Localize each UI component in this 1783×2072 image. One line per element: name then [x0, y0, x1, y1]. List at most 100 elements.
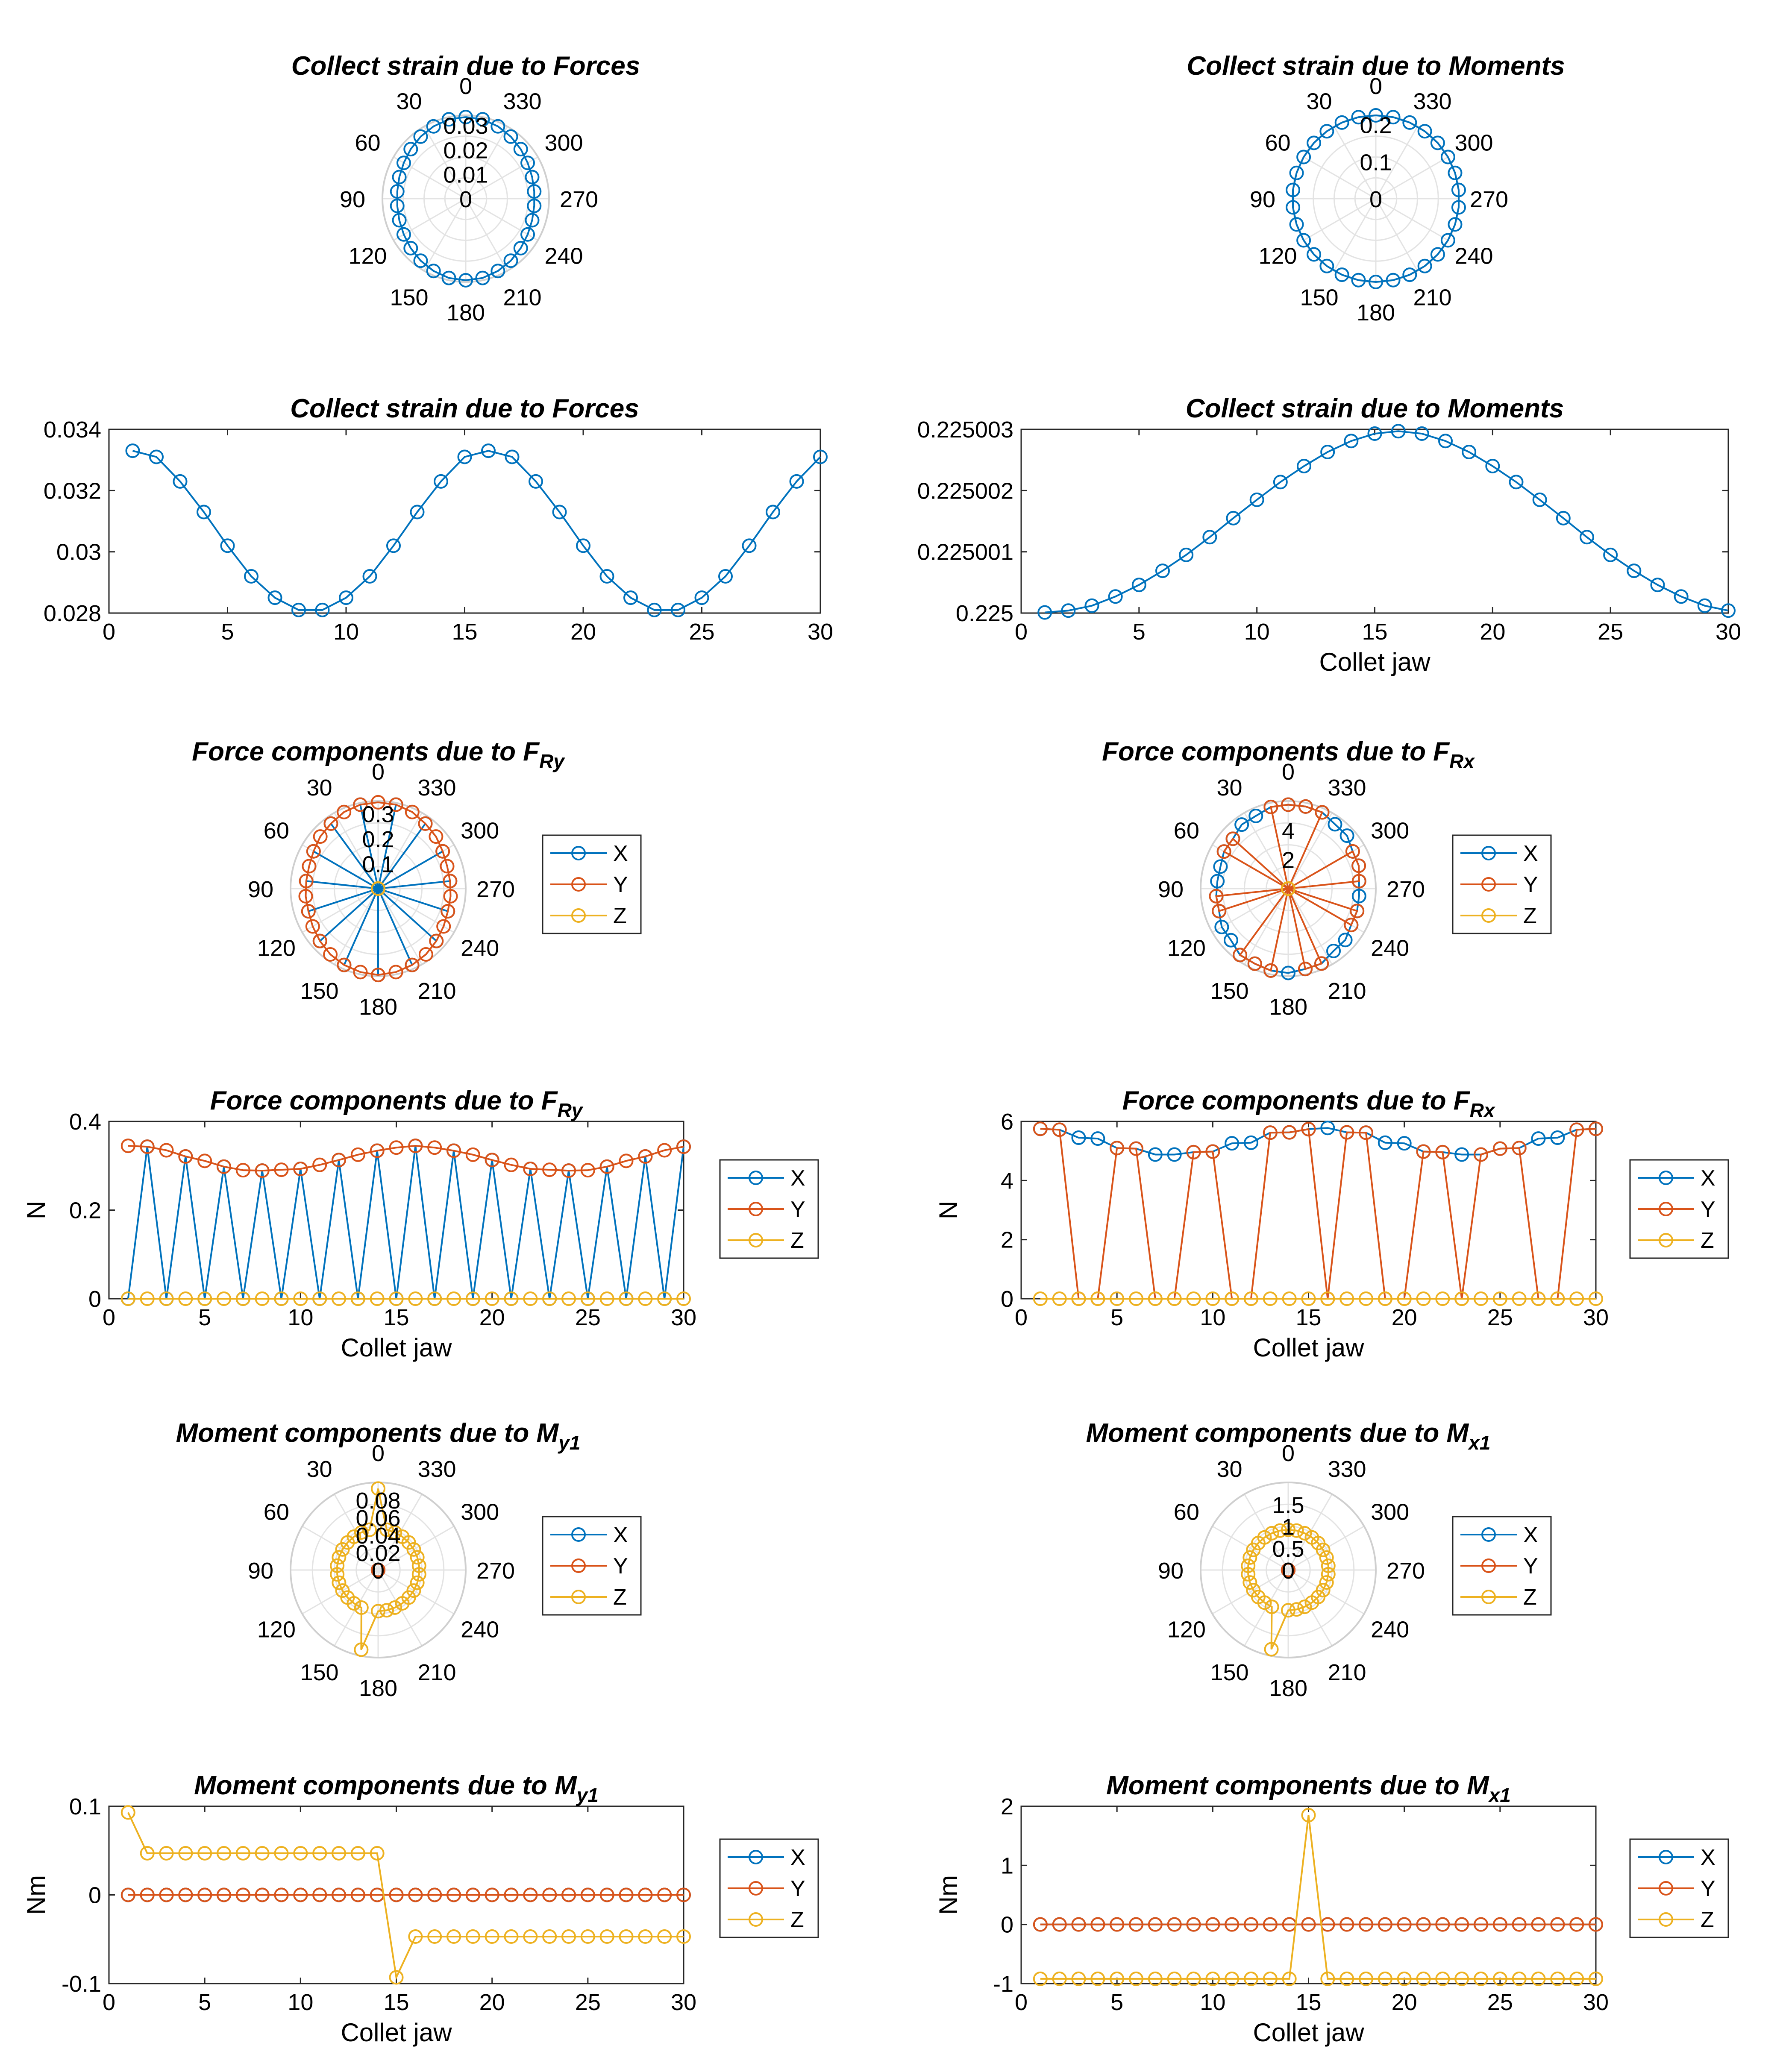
series-line-z [127, 1812, 684, 1981]
series-line-x [1292, 114, 1460, 283]
data-point-y [1492, 1141, 1507, 1156]
legend-label-z: Z [1523, 1585, 1537, 1610]
x-tick-label: 25 [575, 1305, 601, 1330]
data-point-z [1359, 1971, 1373, 1986]
polar-grid-spoke [334, 1570, 379, 1646]
data-point-x [1307, 247, 1322, 262]
polar-grid-spoke [1287, 812, 1333, 889]
data-point-x [1367, 426, 1382, 441]
r-tick-label: 2 [1282, 848, 1295, 873]
theta-tick-label: 60 [1265, 130, 1290, 156]
data-point-y [1569, 1122, 1584, 1137]
data-point-x [1650, 578, 1665, 593]
y-tick-label: 4 [1001, 1168, 1013, 1194]
data-point-z [1263, 1291, 1278, 1306]
data-point-y [1298, 799, 1313, 814]
data-point-y [353, 965, 368, 980]
data-point-x [1454, 1147, 1469, 1162]
data-point-x [491, 119, 505, 134]
data-point-y [1301, 1121, 1316, 1136]
data-point-y [302, 859, 317, 874]
data-point-z [1272, 1523, 1287, 1538]
line-chart-c3: 0 5 10 15 20 25 30 0 0.2 0.4 Force components due … [22, 1086, 819, 1362]
y-tick-label: 0.225001 [917, 540, 1013, 565]
theta-tick-label: 0 [372, 759, 385, 785]
data-point-z [1435, 1971, 1450, 1986]
data-point-x [1339, 828, 1354, 843]
data-point-z [1454, 1971, 1469, 1986]
data-point-x [390, 198, 405, 213]
data-point-x [1326, 943, 1341, 958]
data-point-y [1435, 1917, 1450, 1932]
data-point-y [1071, 1917, 1086, 1932]
polar-grid-spoke [378, 1526, 455, 1571]
theta-tick-label: 270 [560, 187, 598, 212]
data-point-x [1550, 1130, 1565, 1145]
y-tick-label: 0.225 [956, 601, 1013, 626]
data-point-x [1440, 233, 1455, 248]
polar-grid-spoke [334, 888, 379, 965]
data-point-z [1512, 1971, 1527, 1986]
polar-outer-ring [1200, 800, 1377, 977]
data-point-z [395, 1529, 410, 1544]
data-point-y [504, 1157, 519, 1172]
polar-grid-spoke [1288, 1526, 1365, 1571]
data-point-z [1186, 1291, 1201, 1306]
data-point-x [1580, 530, 1594, 545]
data-point-z [1492, 1291, 1507, 1306]
r-tick-label: 0 [459, 187, 472, 212]
data-point-y [1339, 1125, 1354, 1140]
data-point-x [1351, 889, 1366, 904]
data-point-z [1304, 1530, 1319, 1545]
data-point-x [1249, 492, 1264, 507]
data-point-x [503, 253, 518, 268]
data-point-y [446, 1887, 461, 1902]
x-tick-label: 5 [1110, 1305, 1123, 1330]
y-tick-label: 0.028 [44, 601, 101, 626]
data-point-y [332, 1887, 346, 1902]
data-point-x [1386, 110, 1401, 125]
data-point-z [1397, 1291, 1412, 1306]
data-point-x [392, 213, 407, 228]
data-point-x [244, 569, 258, 584]
polar-grid-spoke [1287, 888, 1333, 965]
y-tick-label: 2 [1001, 1227, 1013, 1253]
y-tick-label: 6 [1001, 1109, 1013, 1135]
legend: XYZ [542, 1516, 642, 1616]
theta-tick-label: 210 [1328, 978, 1366, 1004]
data-point-z [1339, 1971, 1354, 1986]
x-tick-label: 25 [575, 1990, 601, 2015]
data-point-x [441, 112, 456, 127]
data-point-y [1474, 1147, 1488, 1162]
data-point-z [1052, 1971, 1067, 1986]
data-point-y [1298, 962, 1313, 977]
data-point-x [766, 505, 780, 519]
polar-grid-spoke [302, 888, 379, 933]
x-tick-label: 0 [1015, 619, 1028, 645]
data-point-z [389, 1291, 404, 1306]
data-point-y [323, 947, 338, 962]
data-point-x [1378, 1135, 1392, 1150]
data-point-z [410, 1550, 425, 1565]
line-chart-c4: 0 5 10 15 20 25 30 0 2 4 6 Force components due to … [934, 1086, 1729, 1362]
data-point-x [1451, 200, 1466, 215]
data-point-y [638, 1887, 653, 1902]
theta-tick-label: 300 [461, 818, 499, 844]
data-point-y [1589, 1121, 1603, 1136]
x-tick-label: 20 [570, 619, 596, 645]
data-point-z [1297, 1526, 1312, 1541]
x-axis-label: Collet jaw [1319, 648, 1431, 676]
legend-label-x: X [790, 1166, 805, 1191]
theta-tick-label: 150 [1210, 1660, 1248, 1685]
r-tick-label: 0.06 [355, 1506, 400, 1531]
x-tick-label: 10 [1244, 619, 1270, 645]
data-point-z [1512, 1291, 1527, 1306]
data-point-x [1167, 1147, 1182, 1162]
data-point-x [789, 474, 804, 489]
chart-title: Moment components due to My1 [176, 1418, 581, 1454]
data-point-x [390, 184, 405, 199]
data-point-x [491, 264, 505, 279]
polar-grid-spoke [334, 812, 379, 889]
data-point-y [312, 1157, 327, 1172]
